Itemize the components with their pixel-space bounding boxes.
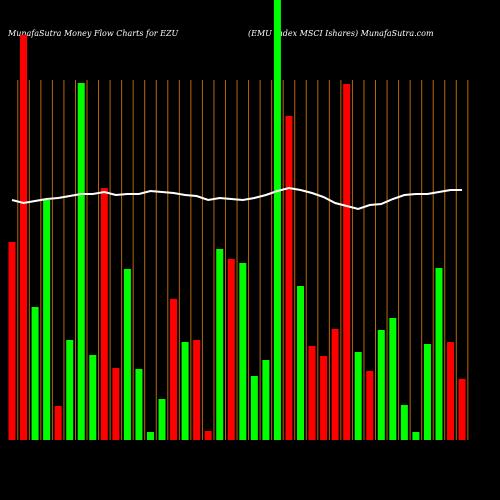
bar: [435, 268, 443, 440]
bar: [100, 188, 108, 440]
bar: [273, 0, 281, 440]
bar: [308, 346, 316, 440]
bar: [170, 299, 178, 440]
bar: [31, 307, 39, 440]
bar: [354, 352, 362, 440]
bar: [135, 369, 143, 440]
bar: [250, 376, 258, 440]
bar: [297, 286, 304, 440]
bar: [8, 242, 16, 440]
bar: [423, 344, 431, 440]
bar: [146, 432, 154, 440]
bar: [412, 432, 420, 440]
chart-subtitle: (EMU Index MSCI Ishares) MunafaSutra.com: [248, 29, 434, 38]
bar: [204, 431, 212, 440]
bar: [285, 116, 293, 440]
bar: [400, 405, 408, 440]
bar: [216, 249, 224, 440]
bar: [77, 83, 85, 440]
bar: [458, 379, 466, 440]
bar: [158, 399, 166, 440]
bar: [262, 360, 270, 440]
bar: [89, 355, 97, 440]
bar: [389, 318, 397, 440]
bar: [239, 263, 247, 440]
bar: [227, 259, 235, 440]
bar: [193, 340, 201, 440]
bar: [320, 356, 328, 440]
bar: [112, 368, 120, 440]
money-flow-line: [11, 186, 463, 211]
bar: [331, 329, 339, 440]
chart-title: MunafaSutra Money Flow Charts for EZU: [7, 29, 179, 38]
bar: [20, 35, 28, 440]
bar: [54, 406, 62, 440]
bar: [343, 84, 351, 440]
bar: [123, 269, 131, 440]
bar: [447, 342, 455, 440]
bar: [377, 330, 385, 440]
bar: [66, 340, 74, 440]
bar: [181, 342, 189, 440]
bar: [43, 200, 51, 440]
bar: [366, 371, 374, 440]
